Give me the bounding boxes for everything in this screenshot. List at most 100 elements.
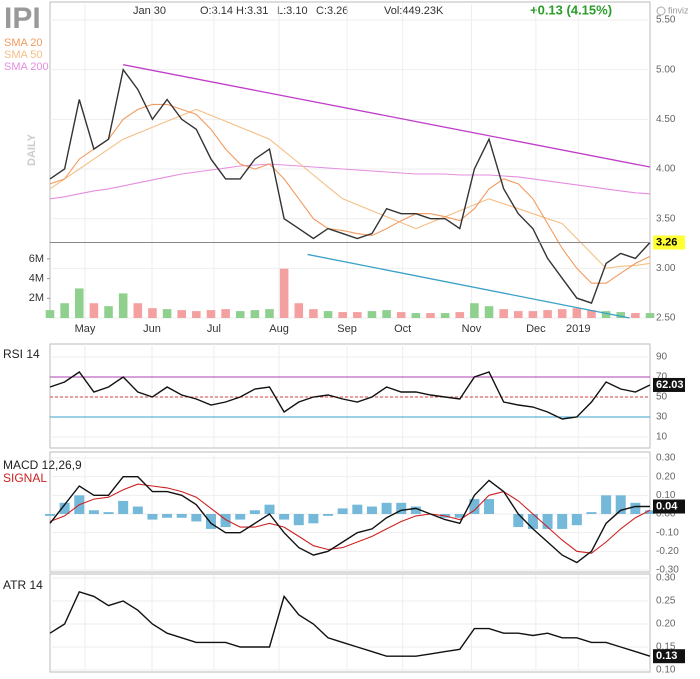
volume-bar <box>206 310 216 318</box>
y-tick-label: 30 <box>656 412 668 423</box>
ticker: IPI <box>4 2 41 35</box>
y-tick-label: 0.15 <box>656 642 676 653</box>
volume-bar <box>645 313 655 318</box>
histogram-bar <box>176 514 187 518</box>
series-line <box>49 476 650 564</box>
x-tick-label: Nov <box>462 323 482 335</box>
histogram-bar <box>366 506 377 514</box>
histogram-bar <box>542 514 553 529</box>
x-tick-label: Jul <box>207 323 221 335</box>
volume-bar <box>323 311 333 318</box>
volume-bar <box>440 313 450 318</box>
close: C:3.26 <box>316 5 348 17</box>
volume-bar <box>426 313 435 318</box>
volume-bar <box>118 293 128 318</box>
volume-bar <box>543 310 552 318</box>
volume-bar <box>45 310 55 318</box>
series-line <box>49 68 651 304</box>
open: O:3.14 <box>200 5 233 17</box>
histogram-bar <box>205 514 216 529</box>
low: L:3.10 <box>277 5 308 17</box>
y-tick-label: 5.50 <box>656 15 676 26</box>
volume-bar <box>265 309 274 318</box>
histogram-bar <box>308 514 319 524</box>
histogram-bar <box>249 510 260 514</box>
histogram-bar <box>484 499 495 514</box>
x-tick-label: May <box>75 323 96 335</box>
histogram-bar <box>469 499 480 514</box>
volume-bar <box>74 288 84 318</box>
volume: Vol:449.23K <box>384 5 444 17</box>
volume-bar <box>221 309 230 318</box>
y-tick-label: 3.00 <box>656 263 676 274</box>
high: H:3.31 <box>236 5 268 17</box>
histogram-bar <box>601 495 612 514</box>
series-line <box>49 163 651 200</box>
histogram-bar <box>527 514 538 529</box>
trendline <box>307 253 630 319</box>
histogram-bar <box>645 510 655 514</box>
price-frame <box>49 1 651 319</box>
y-tick-label: 3.50 <box>656 213 676 224</box>
atr-frame <box>49 573 651 673</box>
volume-bar <box>367 311 377 318</box>
trendline <box>123 64 651 168</box>
volume-bar <box>631 313 640 318</box>
y-tick-label: 4.50 <box>656 114 676 125</box>
y-tick-label: 0.20 <box>656 471 676 482</box>
volume-bar <box>411 313 421 318</box>
volume-bar <box>133 303 143 318</box>
volume-bar <box>528 311 538 318</box>
histogram-bar <box>235 514 246 520</box>
histogram-bar <box>88 510 99 514</box>
histogram-bar <box>191 514 202 522</box>
series-line <box>49 590 651 657</box>
volume-bar <box>104 306 113 318</box>
y-tick-label: 70 <box>656 372 668 383</box>
volume-bar <box>250 310 260 318</box>
histogram-bar <box>352 504 363 514</box>
y-tick-label: 4.00 <box>656 164 676 175</box>
histogram-bar <box>264 504 275 514</box>
volume-bar <box>279 268 289 318</box>
series-line <box>49 103 651 284</box>
volume-bar <box>89 303 99 318</box>
y-tick-label: 0.30 <box>656 573 676 584</box>
legend-entry: SMA 200 <box>4 61 49 73</box>
legend-entry: SMA 20 <box>4 37 43 49</box>
series-line <box>49 108 651 269</box>
last-value-box <box>653 649 685 664</box>
volume-bar <box>60 303 69 318</box>
x-tick-label: Aug <box>269 323 289 335</box>
volume-bar <box>514 311 523 318</box>
last-value-box <box>653 235 685 250</box>
panel-title: RSI 14 <box>3 347 40 361</box>
histogram-bar <box>147 514 158 520</box>
histogram-bar <box>59 502 70 514</box>
y-tick-label: -0.10 <box>656 527 679 538</box>
y-tick-label: 90 <box>656 352 668 363</box>
y-tick-label: 10 <box>656 432 668 443</box>
histogram-bar <box>396 502 407 514</box>
last-value-box <box>653 499 685 514</box>
last-value-label: 62.03 <box>656 379 684 391</box>
volume-bar <box>338 312 347 318</box>
y-tick-label: 0.10 <box>656 665 676 676</box>
volume-bar <box>162 309 172 318</box>
last-value-label: 3.26 <box>656 236 677 248</box>
volume-bar <box>484 306 494 318</box>
histogram-bar <box>220 514 231 528</box>
histogram-bar <box>337 508 348 514</box>
last-value-label: 0.04 <box>656 500 678 512</box>
histogram-bar <box>630 502 641 514</box>
volume-tick-label: 2M <box>29 292 44 304</box>
y-tick-label: 0.20 <box>656 619 676 630</box>
y-tick-label: 50 <box>656 392 668 403</box>
y-tick-label: -0.30 <box>656 565 679 576</box>
histogram-bar <box>118 500 129 514</box>
histogram-bar <box>162 514 173 518</box>
histogram-bar <box>323 514 334 516</box>
date: Jan 30 <box>133 5 166 17</box>
histogram-bar <box>45 514 55 516</box>
